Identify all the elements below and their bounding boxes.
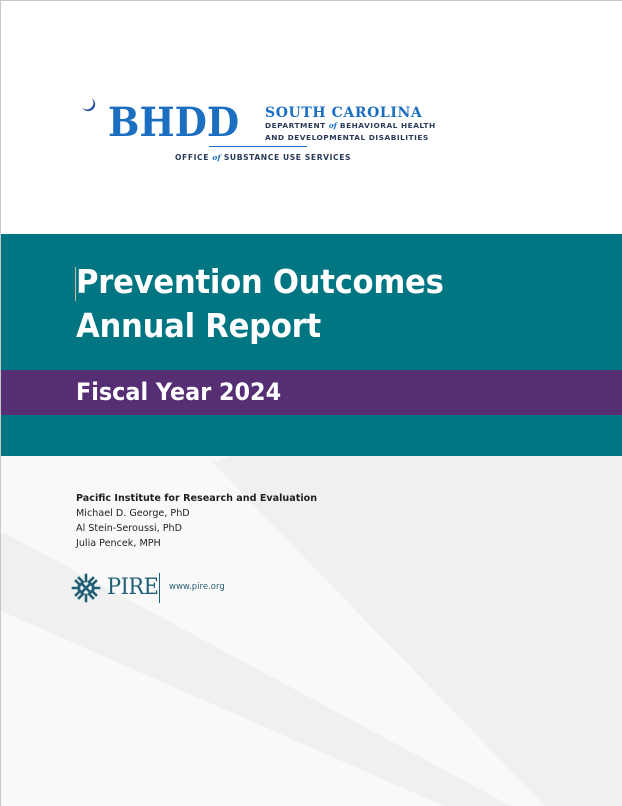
pire-website-link[interactable]: www.pire.org <box>169 582 225 592</box>
office-name: OFFICE of SUBSTANCE USE SERVICES <box>175 153 352 162</box>
logo-divider <box>209 146 307 147</box>
department-line-2: AND DEVELOPMENTAL DISABILITIES <box>265 133 429 142</box>
state-name: SOUTH CAROLINA <box>265 105 423 121</box>
pire-knot-icon <box>71 573 101 603</box>
title-band <box>1 234 622 456</box>
diagonal-stripe-background <box>1 456 622 806</box>
text-cursor <box>75 267 76 301</box>
department-line-1: DEPARTMENT of BEHAVIORAL HEALTH <box>265 121 436 130</box>
subtitle-band <box>1 370 622 415</box>
author-name: Michael D. George, PhD <box>76 508 190 519</box>
pire-wordmark: PIRE <box>107 575 159 600</box>
title-line-1: Prevention Outcomes <box>76 262 444 301</box>
authors-block: Pacific Institute for Research and Evalu… <box>76 491 327 551</box>
crescent-moon-icon <box>82 98 96 112</box>
bhdd-logo-text: BHDD <box>108 99 240 146</box>
author-name: Julia Pencek, MPH <box>76 538 161 549</box>
author-name: Al Stein-Seroussi, PhD <box>76 523 183 534</box>
pire-divider <box>159 573 160 603</box>
title-line-2: Annual Report <box>76 306 321 345</box>
organization-name: Pacific Institute for Research and Evalu… <box>76 493 318 504</box>
report-title: Prevention Outcomes Annual Report <box>76 260 444 348</box>
fiscal-year-subtitle: Fiscal Year 2024 <box>76 378 282 406</box>
